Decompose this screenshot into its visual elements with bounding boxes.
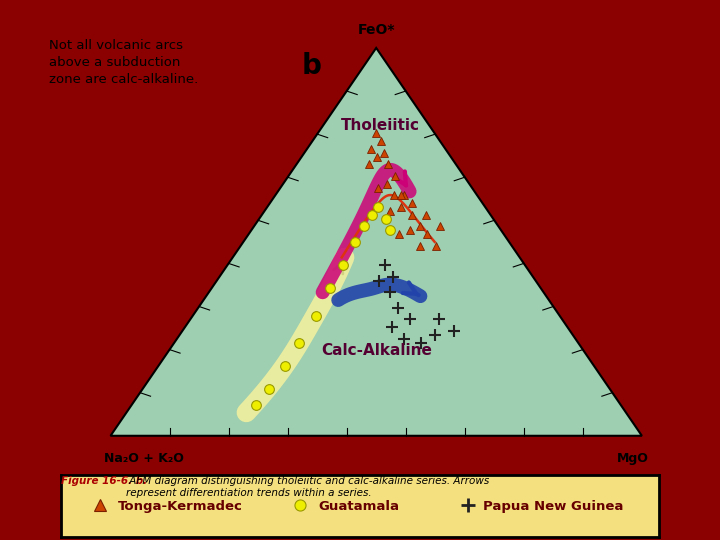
Text: Figure 16-6. b.: Figure 16-6. b. <box>61 476 148 487</box>
Polygon shape <box>111 48 642 436</box>
Text: b: b <box>302 52 322 80</box>
Text: MgO: MgO <box>616 451 649 464</box>
Text: Na₂O + K₂O: Na₂O + K₂O <box>104 451 184 464</box>
Text: AFM diagram distinguishing tholeiitic and calc-alkaline series. Arrows
represent: AFM diagram distinguishing tholeiitic an… <box>126 476 490 498</box>
Text: Calc-Alkaline: Calc-Alkaline <box>321 343 431 358</box>
Text: FeO*: FeO* <box>357 23 395 37</box>
Text: Tholeiitic: Tholeiitic <box>341 118 420 133</box>
Text: Papua New Guinea: Papua New Guinea <box>482 500 623 513</box>
Text: Not all volcanic arcs
above a subduction
zone are calc-alkaline.: Not all volcanic arcs above a subduction… <box>49 39 198 86</box>
Text: Tonga-Kermadec: Tonga-Kermadec <box>118 500 243 513</box>
Text: Guatamala: Guatamala <box>318 500 399 513</box>
